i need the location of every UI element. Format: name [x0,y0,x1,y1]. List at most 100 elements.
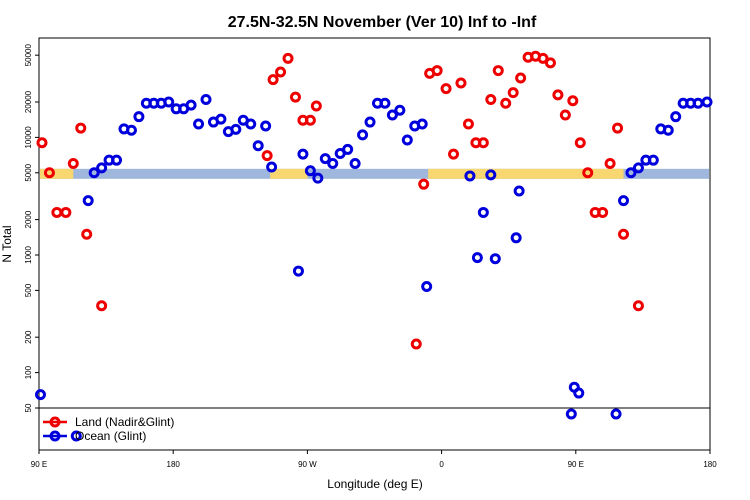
ocean-point [252,140,264,152]
x-tick-label: 180 [167,460,181,469]
ocean-point [632,162,644,174]
y-tick-label: 500 [24,283,33,297]
land-point [282,52,294,64]
ocean-point [510,232,522,244]
ocean-point [163,96,175,108]
y-tick-label: 10000 [24,126,33,149]
land-point [431,65,443,77]
map-strip [40,168,709,179]
ocean-point [185,99,197,111]
ocean-point [327,157,339,169]
ocean-point [364,116,376,128]
x-axis-label: Longitude (deg E) [327,477,422,491]
land-point [267,74,279,86]
land-point [36,137,48,149]
y-axis: 50 100 200 500 1000 2000 5000 10000 20000 50000 [24,44,39,412]
land-point [485,93,497,105]
land-point [81,228,93,240]
ocean-point [312,172,324,184]
land-point [477,137,489,149]
legend-land-marker [49,416,61,428]
land-point [275,66,287,78]
chart-title: 27.5N-32.5N November (Ver 10) Inf to -In… [228,14,537,31]
land-point [618,228,630,240]
ocean-point [111,154,123,166]
ocean-point [193,118,205,130]
ocean-point [319,153,331,165]
ocean-point [471,252,483,264]
x-axis: 90 E 180 90 W 0 90 E 180 [31,450,717,469]
land-point [544,57,556,69]
land-point [462,118,474,130]
strip-land-2 [428,168,624,179]
land-point [455,77,467,89]
land-point [552,89,564,101]
land-point [261,150,273,162]
land-point [574,137,586,149]
land-point [604,157,616,169]
ocean-point [464,170,476,182]
legend: Land (Nadir&Glint) Ocean (Glint) [43,415,174,443]
plot-frame [38,37,711,451]
ocean-point [513,185,525,197]
ocean-point [618,195,630,207]
ocean-point [573,387,585,399]
ocean-point [125,124,137,136]
land-point [310,100,322,112]
ocean-point [200,93,212,105]
x-tick-label: 180 [703,460,717,469]
ocean-point [416,118,428,130]
legend-land-label: Land (Nadir&Glint) [75,415,174,429]
y-tick-label: 2000 [24,210,33,228]
land-point [567,95,579,107]
ocean-point [386,109,398,121]
ocean-point [88,167,100,179]
legend-ocean-label: Ocean (Glint) [75,429,146,443]
land-point [492,65,504,77]
ocean-point [357,129,369,141]
ocean-point [96,162,108,174]
x-tick-label: 90 W [298,460,317,469]
y-tick-label: 100 [24,365,33,379]
land-point [304,114,316,126]
legend-entry-ocean: Ocean (Glint) [43,429,146,443]
y-tick-label: 20000 [24,90,33,113]
ocean-point [670,111,682,123]
ocean-point [304,165,316,177]
ocean-point [701,96,713,108]
land-point [515,72,527,84]
ocean-point [34,389,46,401]
land-point [440,83,452,95]
land-point [410,338,422,350]
land-point [559,109,571,121]
x-tick-label: 90 E [31,460,47,469]
y-axis-label: N Total [0,225,14,262]
ocean-point [565,408,577,420]
ocean-point [292,265,304,277]
plot-area: 50 100 200 500 1000 2000 5000 10000 20000 50000 9… [24,37,717,469]
strip-land-0 [40,168,74,179]
ocean-point [610,408,622,420]
land-point [507,87,519,99]
ocean-point [394,104,406,116]
x-tick-label: 90 E [568,460,584,469]
ocean-point [349,157,361,169]
y-tick-label: 5000 [24,163,33,181]
ocean-point [379,97,391,109]
ocean-point [82,195,94,207]
ocean-point [647,154,659,166]
ocean-point [401,134,413,146]
land-point [96,300,108,312]
land-point [43,167,55,179]
x-tick-label: 0 [439,460,444,469]
ocean-point [230,123,242,135]
data-points [34,50,713,442]
ocean-point [485,169,497,181]
land-point [51,206,63,218]
ocean-point [421,280,433,292]
strip-land-1 [270,168,308,179]
ocean-point-lowband [70,430,82,442]
land-point [67,157,79,169]
land-point [60,206,72,218]
